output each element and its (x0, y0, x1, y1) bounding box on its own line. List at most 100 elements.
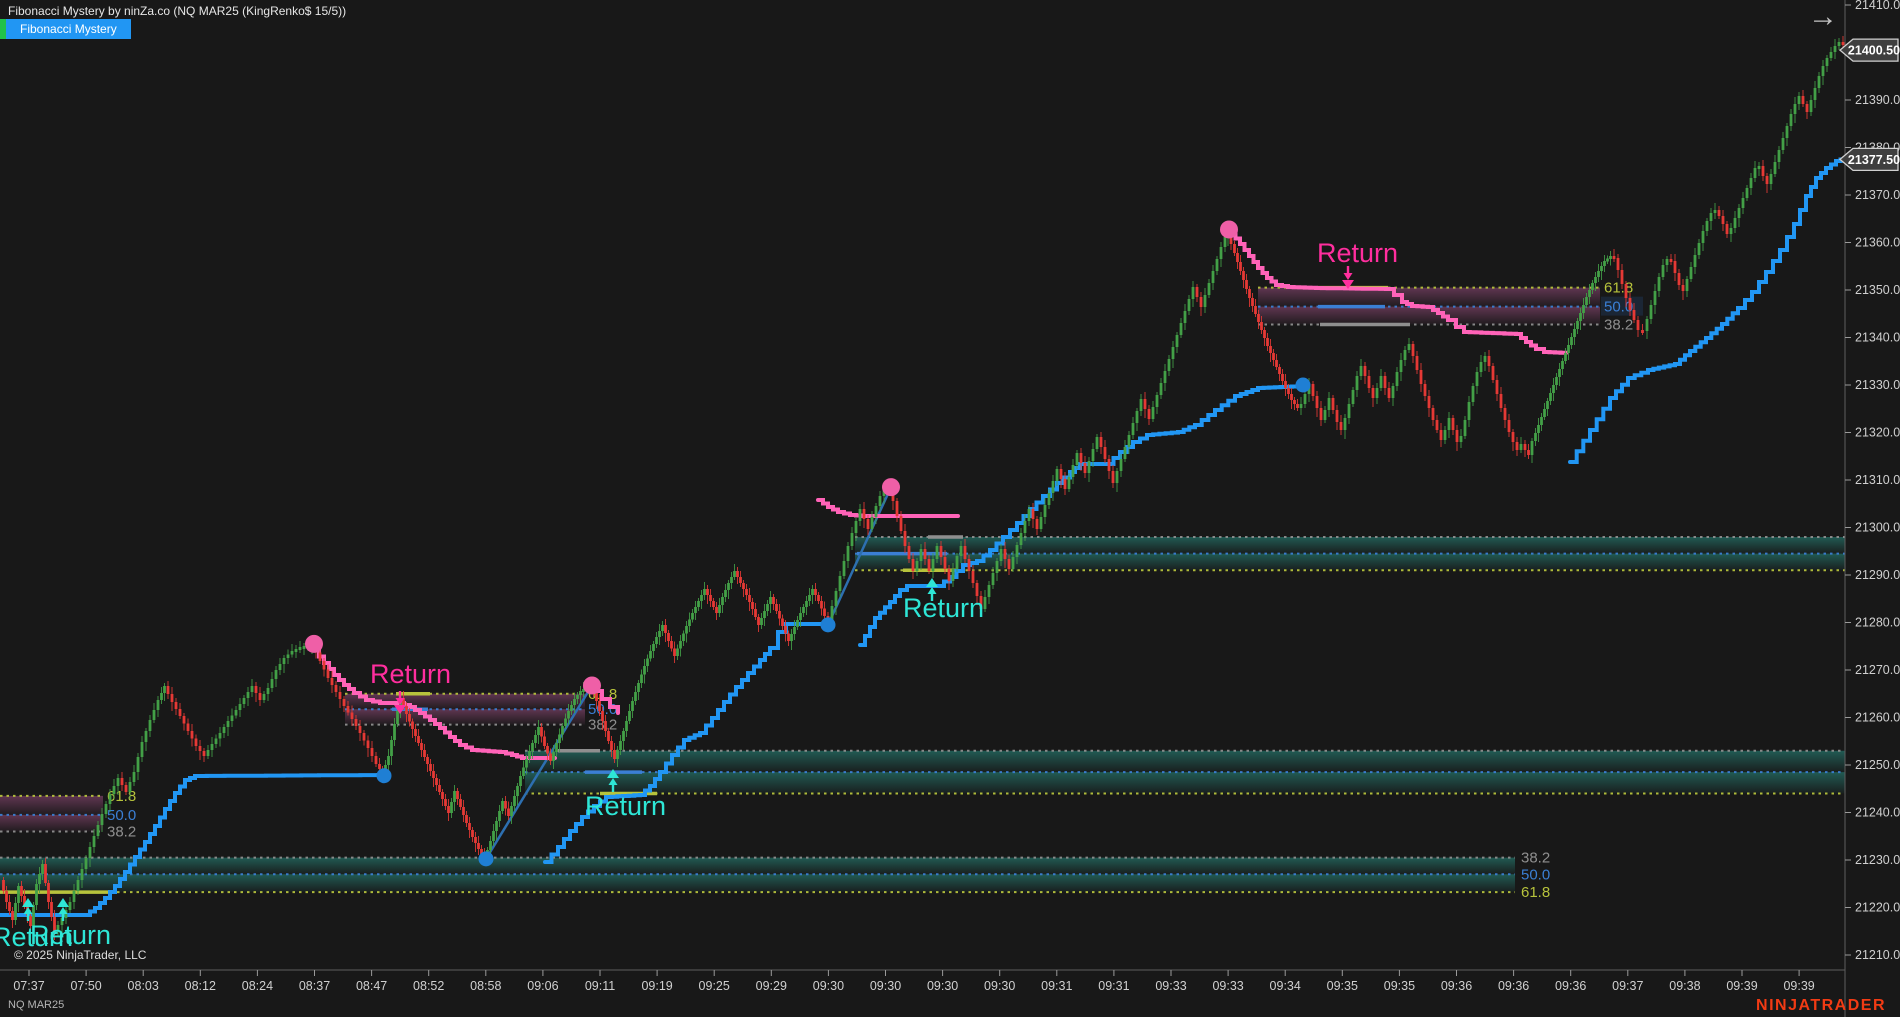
price-axis-label: 21370.00 (1855, 188, 1900, 202)
return-annotation: Return (0, 922, 73, 952)
time-axis-label: 09:35 (1384, 979, 1415, 993)
last-price-badge (1838, 38, 1899, 62)
fib-zones (0, 287, 1845, 893)
time-axis-label: 09:11 (585, 979, 615, 993)
ninjatrader-logo: NINJATRADER (1756, 997, 1886, 1014)
price-axis-label: 21320.00 (1855, 426, 1900, 440)
price-axis-label: 21330.00 (1855, 378, 1900, 392)
time-axis-label: 07:50 (70, 979, 101, 993)
time-axis-label: 09:25 (699, 979, 730, 993)
price-axis-label: 21280.00 (1855, 616, 1900, 630)
time-axis-label: 09:29 (756, 979, 787, 993)
chart-title: Fibonacci Mystery by ninZa.co (NQ MAR25 … (8, 4, 347, 18)
swing-low-dot (1295, 377, 1311, 393)
price-axis-label: 21350.00 (1855, 283, 1900, 297)
return-down-arrow-icon (1342, 266, 1354, 289)
time-axis-label: 08:37 (299, 979, 330, 993)
price-axis-label: 21210.00 (1855, 948, 1900, 962)
price-axis-label: 21300.00 (1855, 521, 1900, 535)
price-badges: 21400.50 21377.50 (1838, 38, 1900, 172)
price-axis-label: 21340.00 (1855, 331, 1900, 345)
return-annotation: Return (30, 920, 111, 950)
return-annotation: Return (585, 791, 666, 821)
swing-connectors (484, 486, 893, 860)
fib-levels (0, 285, 1845, 894)
fib-level-label: 61.8 (1604, 280, 1633, 297)
swing-high-dot (583, 676, 601, 695)
time-axis-label: 09:36 (1555, 979, 1586, 993)
copyright-text: © 2025 NinjaTrader, LLC (14, 948, 147, 962)
fib-level-label: 50.0 (107, 807, 136, 824)
time-axis-label: 08:12 (185, 979, 216, 993)
tab-fibonacci-mystery[interactable]: Fibonacci Mystery (6, 19, 131, 39)
price-axis-label: 21260.00 (1855, 711, 1900, 725)
time-axis-label: 09:06 (527, 979, 558, 993)
fib-level-label: 38.2 (1604, 316, 1633, 333)
price-axis-label: 21390.00 (1855, 93, 1900, 107)
fib-level-labels: 61.850.038.238.250.061.861.850.038.261.8… (107, 280, 1643, 901)
time-axis-label: 09:38 (1669, 979, 1700, 993)
swing-dots (305, 220, 1311, 867)
time-axis-label: 09:39 (1726, 979, 1757, 993)
price-axis-label: 21360.00 (1855, 236, 1900, 250)
return-arrows (22, 266, 1354, 921)
swing-high-dot (1220, 220, 1238, 239)
time-axis-label: 09:33 (1212, 979, 1243, 993)
price-axis-label: 21240.00 (1855, 806, 1900, 820)
fib-level-label: 61.8 (1521, 884, 1550, 901)
time-axis-label: 09:37 (1612, 979, 1643, 993)
time-axis-label: 09:36 (1441, 979, 1472, 993)
time-axis-label: 08:24 (242, 979, 273, 993)
axes (0, 0, 1846, 1017)
tab-accent-bar (0, 19, 6, 39)
swing-low-dot (820, 617, 836, 633)
trail-price-value: 21377.50 (1848, 153, 1900, 167)
price-axis-label: 21250.00 (1855, 758, 1900, 772)
time-axis-label: 08:58 (470, 979, 501, 993)
time-axis-label: 09:19 (641, 979, 672, 993)
time-axis-label: 09:30 (927, 979, 958, 993)
return-annotation: Return (370, 659, 451, 689)
time-axis-label: 08:03 (128, 979, 159, 993)
last-price-value: 21400.50 (1848, 44, 1900, 58)
return-annotation: Return (903, 593, 984, 623)
fib-level-label: 38.2 (107, 824, 136, 841)
pan-right-icon[interactable]: → (1808, 0, 1838, 33)
time-axis-label: 09:34 (1270, 979, 1301, 993)
price-axis-label: 21270.00 (1855, 663, 1900, 677)
price-axis-label: 21290.00 (1855, 568, 1900, 582)
time-axis-label: 09:33 (1155, 979, 1186, 993)
price-axis-label: 21220.00 (1855, 901, 1900, 915)
return-up-arrow-icon (607, 769, 619, 792)
swing-high-dot (882, 478, 900, 497)
indicator-tab-strip: Fibonacci Mystery (0, 19, 131, 39)
price-axis[interactable]: 21410.0021390.0021380.0021370.0021360.00… (1845, 0, 1900, 962)
time-axis-label: 08:47 (356, 979, 387, 993)
time-axis-label: 09:36 (1498, 979, 1529, 993)
trailing-stop-down-lines (312, 231, 1568, 760)
trail-price-badge (1838, 147, 1899, 172)
time-axis-label: 09:30 (813, 979, 844, 993)
price-axis-label: 21410.00 (1855, 0, 1900, 12)
return-up-arrow-icon (926, 578, 938, 601)
fib-level-label: 50.0 (1521, 866, 1550, 883)
time-axis[interactable]: 07:37 07:50 08:03 08:12 08:24 08:37 08:47 08:52… (13, 970, 1815, 993)
fib-level-label: 38.2 (1521, 850, 1550, 867)
time-axis-label: 09:35 (1327, 979, 1358, 993)
time-axis-label: 07:37 (13, 979, 44, 993)
time-axis-label: 09:30 (984, 979, 1015, 993)
instrument-label: NQ MAR25 (8, 999, 65, 1011)
swing-low-dot (478, 851, 494, 867)
return-down-arrow-icon (394, 691, 406, 714)
swing-high-dot (305, 634, 323, 653)
time-axis-label: 09:39 (1783, 979, 1814, 993)
return-up-arrow-icon (22, 898, 34, 921)
time-axis-label: 09:30 (870, 979, 901, 993)
price-axis-label: 21230.00 (1855, 853, 1900, 867)
time-axis-label: 09:31 (1041, 979, 1072, 993)
return-up-arrow-icon (57, 898, 69, 921)
swing-low-dot (376, 768, 392, 784)
